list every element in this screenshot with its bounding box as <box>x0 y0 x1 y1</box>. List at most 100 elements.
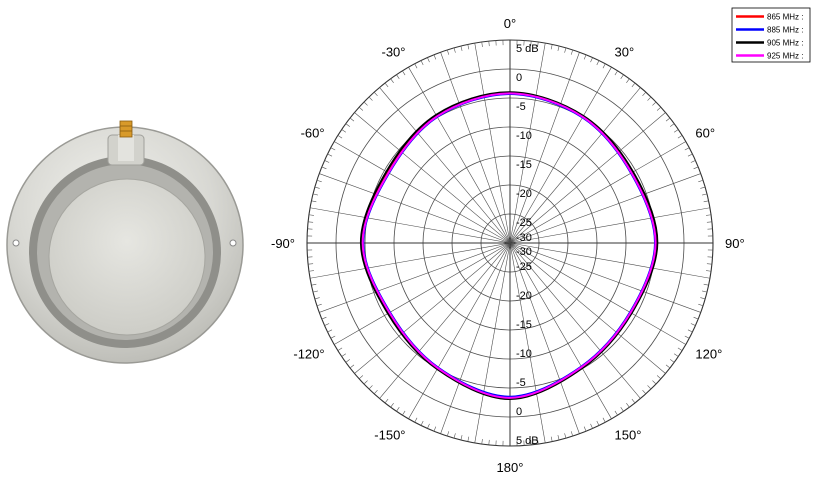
radial-tick-label-upper: 0 <box>516 72 522 84</box>
grid-spoke <box>509 87 641 244</box>
grid-minor-tick <box>677 347 683 351</box>
grid-minor-tick <box>396 406 400 412</box>
grid-minor-tick <box>446 49 450 55</box>
grid-minor-tick <box>308 263 314 265</box>
grid-minor-tick <box>564 433 567 439</box>
grid-spoke <box>509 112 666 244</box>
grid-minor-tick <box>706 270 712 272</box>
legend-entry-905: 905 MHz : <box>736 39 803 48</box>
grid-minor-tick <box>460 435 463 441</box>
grid-minor-tick <box>557 435 560 441</box>
grid-minor-tick <box>665 117 671 122</box>
grid-spoke <box>408 67 511 244</box>
grid-minor-tick <box>652 380 657 385</box>
grid-spoke <box>509 242 641 399</box>
radial-tick-label-lower: -30 <box>516 232 532 244</box>
radial-tick-labels: 5 dB 0 -5 -10 -15 -20 -25 -30 -30 -25 -20 -15 -10 -5 0… <box>516 43 539 447</box>
grid-minor-tick <box>557 45 560 51</box>
grid-minor-tick <box>690 323 696 326</box>
grid-minor-tick <box>656 375 662 380</box>
grid-minor-tick <box>670 123 675 127</box>
grid-minor-tick <box>488 41 490 47</box>
radial-tick-label-upper: -15 <box>516 159 532 171</box>
grid-spoke <box>354 242 511 374</box>
grid-spoke <box>474 43 511 244</box>
antenna-product-image <box>6 120 244 364</box>
grid-minor-tick <box>550 436 553 442</box>
grid-minor-tick <box>330 147 336 151</box>
grid-minor-tick <box>596 420 600 426</box>
grid-minor-tick <box>702 290 708 293</box>
grid-spoke <box>509 242 710 279</box>
angle-label: 60° <box>695 126 715 141</box>
grid-minor-tick <box>433 54 437 60</box>
angle-label: 150° <box>615 427 642 442</box>
grid-minor-tick <box>324 323 330 326</box>
grid-minor-tick <box>345 123 350 127</box>
grid-minor-tick <box>698 303 704 307</box>
grid-minor-tick <box>684 335 690 339</box>
grid-minor-tick <box>626 78 630 83</box>
grid-spoke <box>334 141 511 244</box>
radial-tick-label-upper: -30 <box>516 246 532 258</box>
grid-minor-tick <box>602 417 606 423</box>
grid-minor-tick <box>590 57 593 63</box>
grid-minor-tick <box>673 353 679 357</box>
grid-minor-tick <box>677 135 683 139</box>
grid-spoke <box>509 173 701 244</box>
grid-minor-tick <box>337 135 343 139</box>
radial-tick-label-lower: 0 <box>516 406 522 418</box>
grid-minor-tick <box>684 147 690 151</box>
legend-entry-925: 925 MHz : <box>736 52 803 61</box>
grid-spoke <box>509 242 546 443</box>
grid-minor-tick <box>330 335 336 339</box>
grid-minor-tick <box>316 179 322 183</box>
grid-minor-tick <box>349 364 355 369</box>
grid-minor-tick <box>427 57 430 63</box>
grid-minor-tick <box>368 96 373 101</box>
grid-minor-tick <box>690 160 696 163</box>
grid-minor-tick <box>384 398 389 404</box>
grid-minor-tick <box>373 91 378 97</box>
grid-spoke <box>509 242 580 434</box>
grid-minor-tick <box>341 129 347 133</box>
angle-label: 90° <box>725 236 745 251</box>
grid-spoke <box>379 87 511 244</box>
grid-minor-tick <box>314 297 320 300</box>
grid-minor-tick <box>698 179 704 183</box>
grid-minor-tick <box>647 96 652 101</box>
grid-minor-tick <box>583 426 587 432</box>
radial-tick-label-upper: -25 <box>516 217 532 229</box>
angle-label: 180° <box>497 460 524 475</box>
grid-spoke <box>474 242 511 443</box>
grid-minor-tick <box>314 186 320 189</box>
grid-minor-tick <box>390 403 394 408</box>
grid-minor-tick <box>537 439 539 445</box>
grid-spoke <box>509 242 701 313</box>
grid-spoke <box>509 242 612 419</box>
grid-minor-tick <box>363 101 368 106</box>
grid-minor-tick <box>700 297 706 300</box>
grid-minor-tick <box>414 63 418 69</box>
grid-spoke <box>509 52 580 244</box>
grid-spoke <box>379 242 511 399</box>
grid-minor-tick <box>321 316 327 320</box>
grid-spoke <box>509 242 666 374</box>
legend: 865 MHz : 885 MHz : 905 MHz : 925 MHz : <box>731 7 811 63</box>
angle-label: -60° <box>301 126 325 141</box>
grid-minor-tick <box>316 303 322 307</box>
grid-spoke <box>440 52 511 244</box>
angle-label: -30° <box>382 45 406 60</box>
angle-label: -120° <box>293 347 324 362</box>
legend-label-885: 885 MHz : <box>767 26 803 35</box>
grid-minor-tick <box>327 329 333 333</box>
grid-minor-tick <box>614 70 618 76</box>
grid-minor-tick <box>358 106 364 111</box>
grid-minor-tick <box>311 283 317 286</box>
angle-label: -150° <box>374 427 405 442</box>
grid-minor-tick <box>693 316 699 320</box>
grid-minor-tick <box>312 193 318 196</box>
grid-minor-tick <box>368 385 373 390</box>
radial-tick-label-lower: -5 <box>516 377 526 389</box>
